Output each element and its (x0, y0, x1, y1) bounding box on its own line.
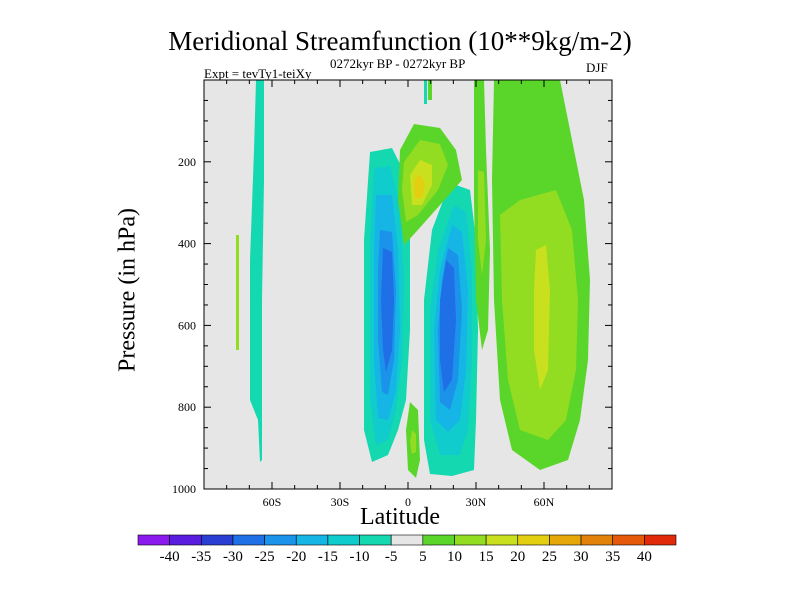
colorbar-swatch (232, 534, 265, 546)
y-tick-label: 600 (178, 318, 196, 332)
colorbar-swatch (517, 534, 550, 546)
colorbar-swatch (359, 534, 392, 546)
colorbar-swatch (644, 534, 677, 546)
contour-eq-surface-10 (410, 430, 416, 454)
contour-eq-topstreak-2 (424, 80, 427, 104)
colorbar-label: 25 (542, 549, 557, 565)
contour-eq-topstreak (428, 80, 432, 100)
colorbar-swatch (485, 534, 519, 546)
x-axis-label: Latitude (360, 504, 440, 530)
colorbar-swatch (580, 534, 614, 546)
colorbar-swatch (454, 534, 487, 546)
colorbar-label: -35 (191, 549, 211, 565)
colorbar-label: 20 (510, 549, 525, 565)
colorbar-label: -15 (318, 549, 338, 565)
experiment-label: Expt = tevTy1-teiXy (204, 66, 312, 81)
y-tick-label: 200 (178, 155, 196, 169)
colorbar-swatch (549, 534, 582, 546)
x-tick-label: 60S (263, 495, 282, 509)
colorbar-label: -20 (286, 549, 306, 565)
contour-n-tropical-30 (440, 260, 456, 392)
colorbar-swatch (295, 534, 329, 546)
chart-title: Meridional Streamfunction (10**9kg/m-2) (168, 26, 632, 56)
colorbar-swatch (422, 534, 455, 546)
contour-s-tropical-30 (381, 248, 394, 372)
colorbar-swatch (390, 534, 424, 546)
contour-n-mid-15 (534, 245, 550, 390)
colorbar-label: -25 (255, 549, 275, 565)
colorbar-swatch (612, 534, 645, 546)
colorbar-swatch (327, 534, 360, 546)
colorbar-label: -10 (350, 549, 370, 565)
y-tick-label: 1000 (172, 482, 196, 496)
time-range-label: 0272kyr BP - 0272kyr BP (330, 56, 466, 71)
colorbar-label: 30 (574, 549, 589, 565)
season-label: DJF (586, 60, 608, 75)
colorbar-label: 5 (419, 549, 427, 565)
contour-s-highlat-sliver (236, 235, 239, 350)
axes: 60S 30S 0 30N 60N 200 400 600 800 1000 (172, 80, 612, 509)
x-tick-label: 30N (466, 495, 487, 509)
contour-n-strip-2 (478, 170, 486, 275)
x-tick-label: 0 (405, 495, 411, 509)
y-tick-label: 800 (178, 400, 196, 414)
colorbar: -40 -35 -30 -25 -20 -15 -10 -5 5 10 15 20 25 30 35 40 (137, 534, 677, 565)
colorbar-label: -5 (385, 549, 398, 565)
x-tick-label: 60N (534, 495, 555, 509)
colorbar-label: 15 (479, 549, 494, 565)
colorbar-swatch (169, 534, 202, 546)
contour-fills (236, 80, 590, 478)
colorbar-label: 35 (605, 549, 620, 565)
contour-eq-upper-20 (414, 174, 425, 198)
colorbar-label: 10 (447, 549, 462, 565)
colorbar-swatch (200, 534, 234, 546)
contour-s-highlat (250, 80, 264, 462)
x-tick-label: 30S (331, 495, 350, 509)
colorbar-swatch (264, 534, 297, 546)
y-tick-label: 400 (178, 237, 196, 251)
colorbar-label: -30 (223, 549, 243, 565)
colorbar-label: 40 (637, 549, 652, 565)
colorbar-label: -40 (160, 549, 180, 565)
colorbar-swatch (137, 534, 170, 546)
